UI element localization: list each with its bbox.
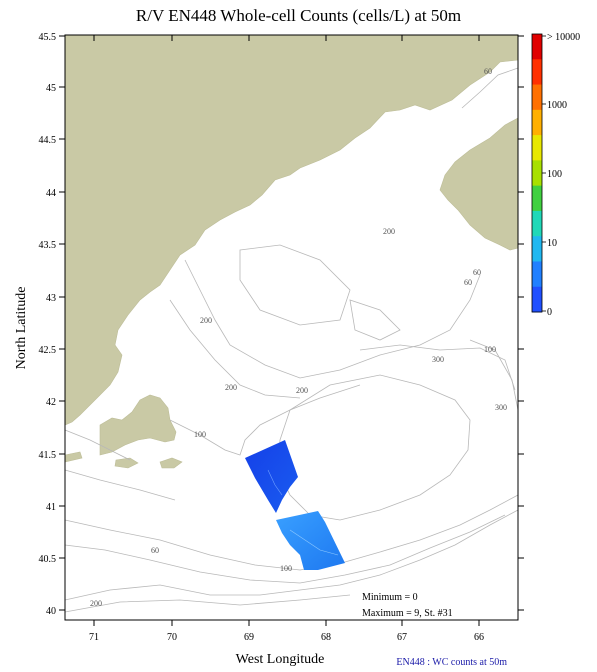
colorbar-label: 100: [547, 169, 562, 180]
colorbar-segment: [532, 236, 542, 262]
land: [64, 34, 519, 469]
colorbar-label: 0: [547, 307, 552, 318]
contour-label: 100: [280, 564, 292, 573]
y-tick-label: 43: [46, 293, 56, 304]
colorbar-segment: [532, 135, 542, 161]
colorbar-label: 10: [547, 238, 557, 249]
minimum-stat: Minimum = 0: [362, 592, 418, 603]
x-tick-label: 71: [89, 632, 99, 643]
y-tick-label: 41.5: [39, 450, 57, 461]
y-tick-label: 42.5: [39, 345, 57, 356]
y-tick-label: 45: [46, 83, 56, 94]
x-axis-label: West Longitude: [235, 652, 325, 667]
contour-label: 200: [90, 599, 102, 608]
x-tick-label: 67: [397, 632, 407, 643]
contour-label: 200: [383, 227, 395, 236]
y-tick-label: 43.5: [39, 240, 57, 251]
colorbar-segment: [532, 185, 542, 212]
contour-label: 300: [432, 355, 444, 364]
x-ticks: [93, 35, 480, 626]
contour-label: 200: [225, 383, 237, 392]
contour-label: 100: [194, 430, 206, 439]
x-tick-label: 66: [474, 632, 484, 643]
colorbar-ticks: [542, 35, 546, 312]
survey-polygon-north: [245, 440, 298, 513]
colorbar-segment: [532, 160, 542, 187]
x-tick-label: 70: [167, 632, 177, 643]
y-tick-label: 40.5: [39, 554, 57, 565]
colorbar-segment: [532, 109, 542, 136]
contours: [64, 67, 519, 613]
contour-label: 200: [200, 316, 212, 325]
footer-caption: EN448 : WC counts at 50m: [396, 657, 507, 668]
colorbar-label: 1000: [547, 100, 567, 111]
contour-label: 60: [151, 546, 159, 555]
y-tick-label: 44: [46, 188, 56, 199]
y-tick-label: 40: [46, 606, 56, 617]
contour-label: 200: [296, 386, 308, 395]
y-axis-label: North Latitude: [14, 286, 29, 370]
y-tick-label: 44.5: [39, 135, 57, 146]
contour-label: 60: [484, 67, 492, 76]
y-tick-label: 42: [46, 397, 56, 408]
colorbar-segment: [532, 286, 542, 313]
survey-area: [245, 440, 345, 570]
y-ticks: [59, 35, 524, 611]
contour-label: 60: [473, 268, 481, 277]
contour-labels: 60 60 60 200 200 200 200 300 300 100 100…: [90, 67, 507, 608]
survey-polygon-south: [276, 511, 345, 570]
colorbar-segment: [532, 84, 542, 111]
colorbar-label: > 10000: [547, 32, 580, 43]
colorbar-segment: [532, 34, 542, 60]
contour-label: 300: [495, 403, 507, 412]
colorbar-segment: [532, 210, 542, 237]
contour-label: 60: [464, 278, 472, 287]
colorbar-segment: [532, 261, 542, 288]
y-tick-label: 41: [46, 502, 56, 513]
map-frame: [64, 34, 519, 621]
x-tick-label: 68: [321, 632, 331, 643]
contour-label: 100: [484, 345, 496, 354]
chart-title: R/V EN448 Whole-cell Counts (cells/L) at…: [135, 6, 462, 25]
x-tick-label: 69: [244, 632, 254, 643]
y-tick-label: 45.5: [39, 32, 57, 43]
maximum-stat: Maximum = 9, St. #31: [362, 608, 453, 619]
colorbar-segment: [532, 59, 542, 86]
colorbar: [532, 34, 542, 313]
